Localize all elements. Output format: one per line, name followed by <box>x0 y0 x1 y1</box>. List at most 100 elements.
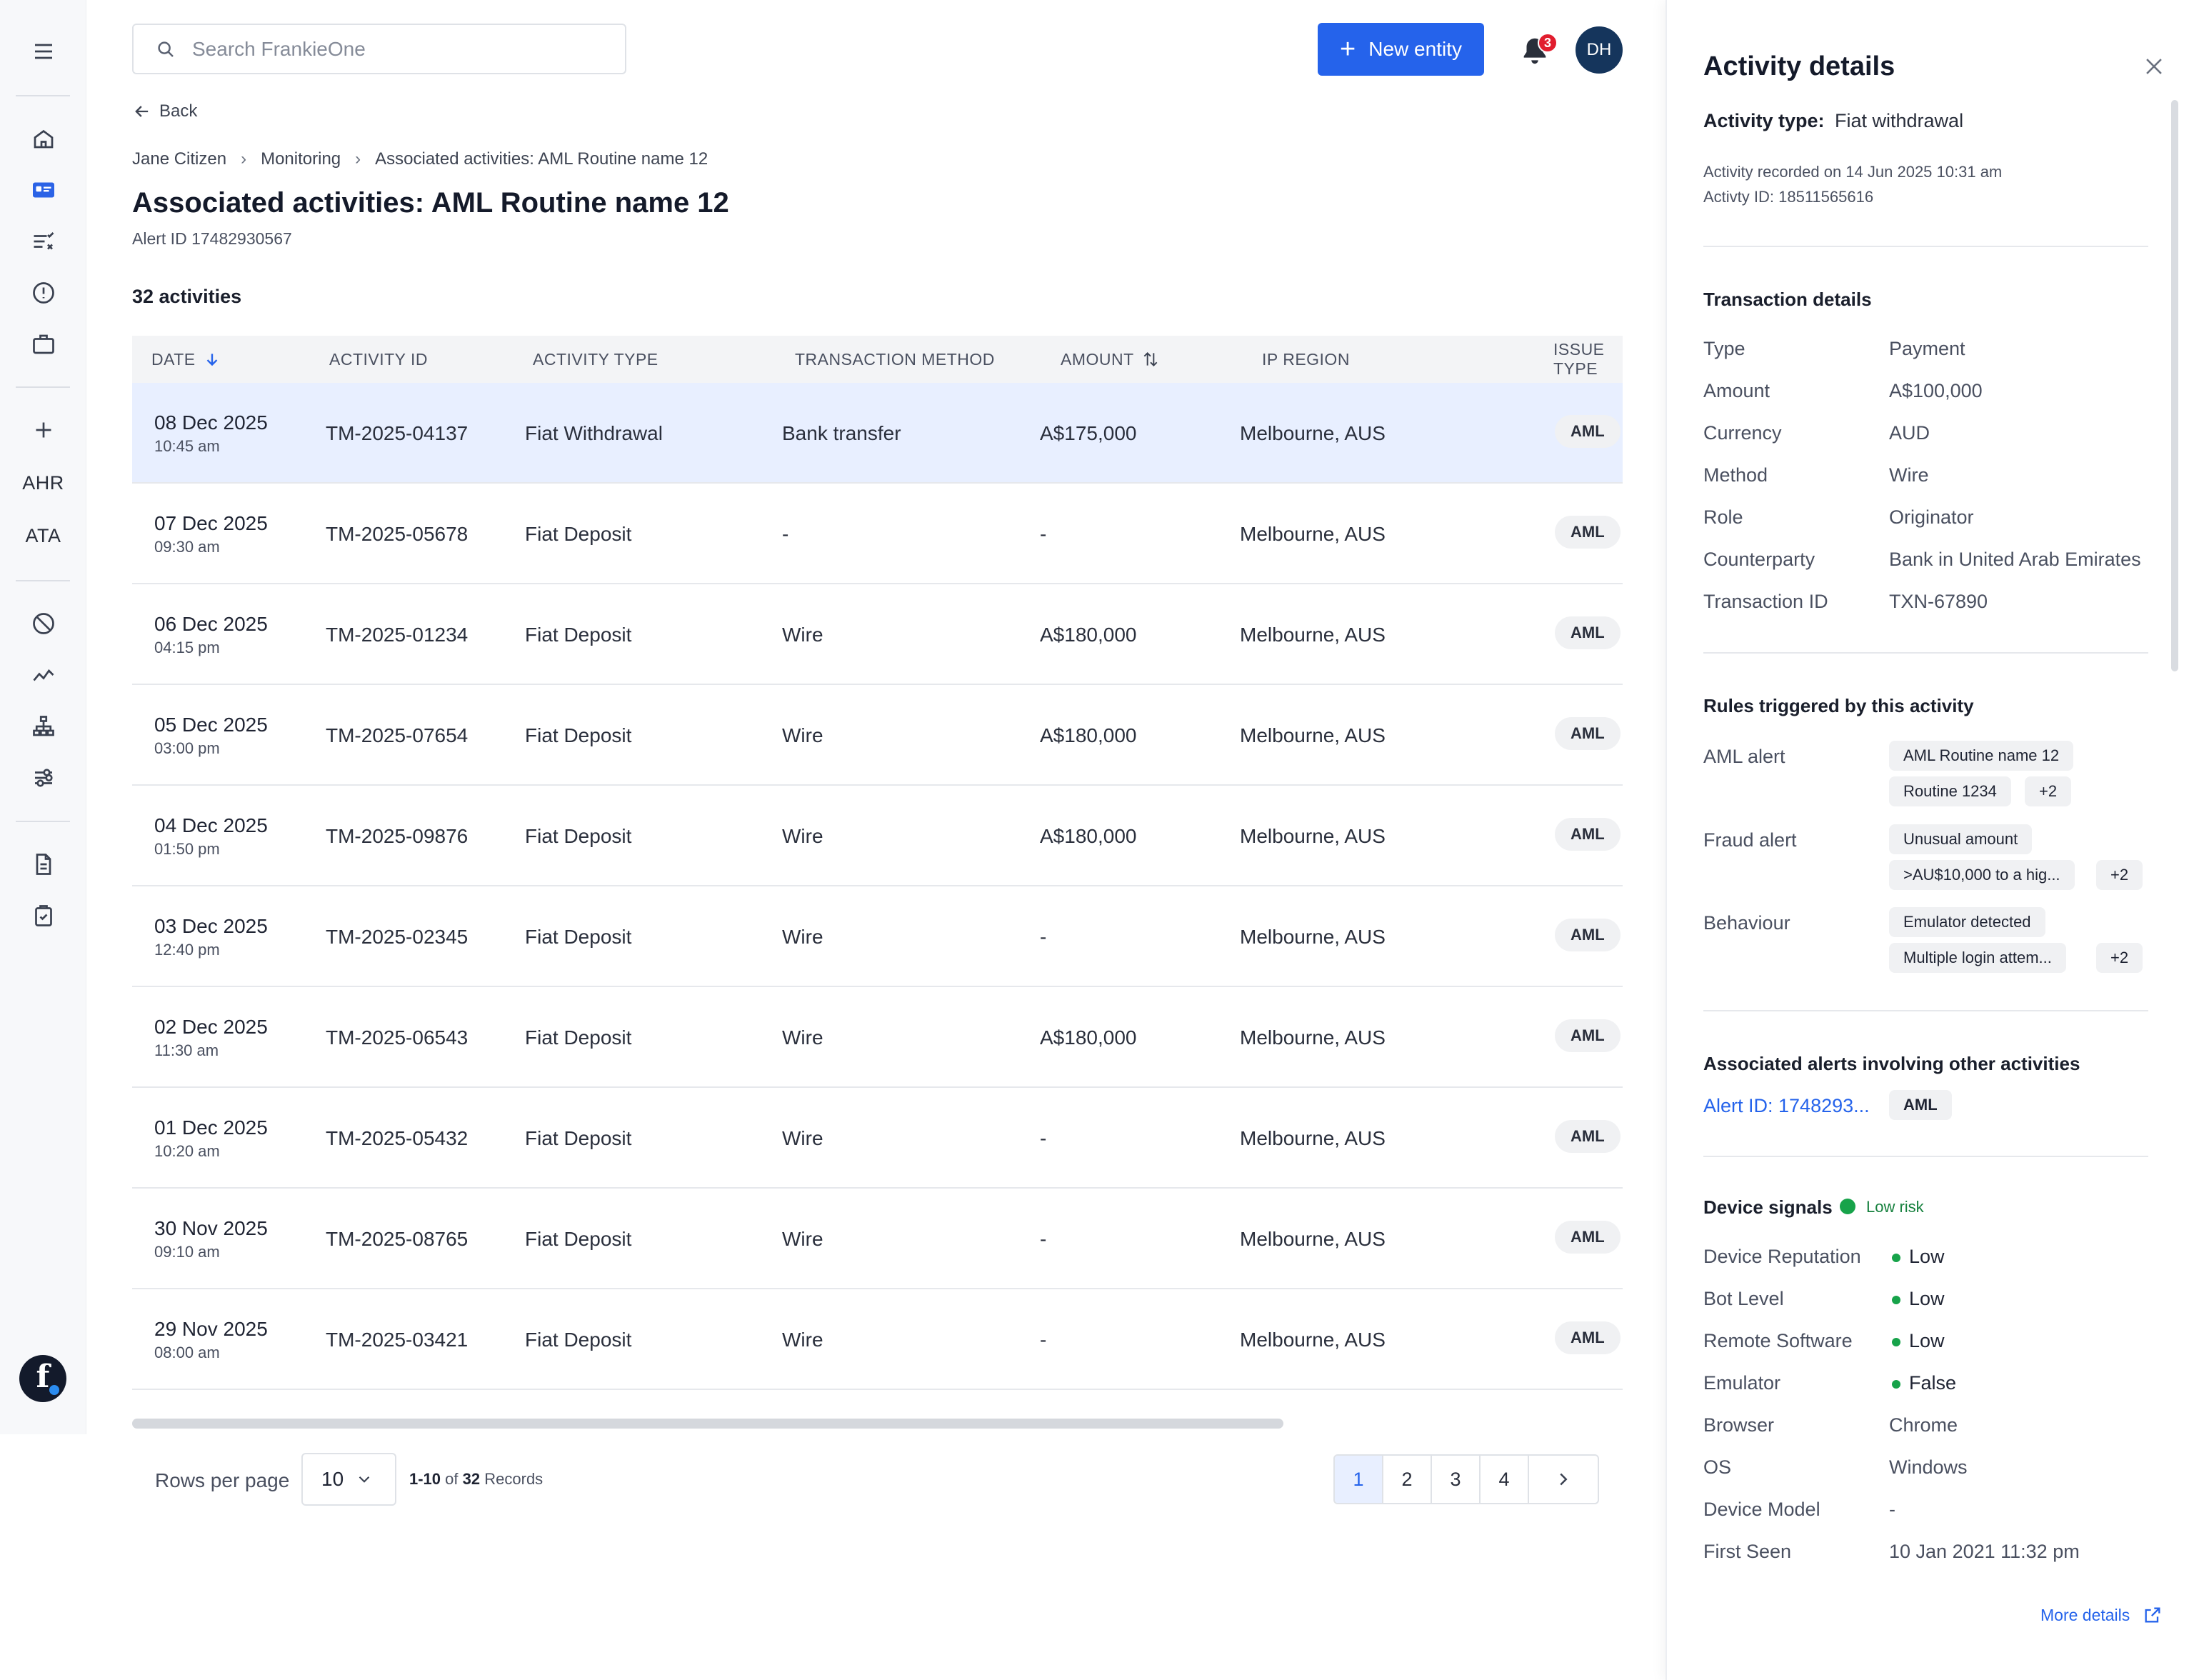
column-header-activity-type[interactable]: ACTIVITY TYPE <box>533 336 658 383</box>
chevron-right-icon: › <box>355 149 361 169</box>
amount-cell: - <box>1040 1228 1047 1250</box>
date-cell: 05 Dec 2025 03:00 pm <box>154 714 268 758</box>
clipboard-icon[interactable] <box>0 896 86 936</box>
device-signal-value: Low <box>1909 1246 1945 1267</box>
table-row[interactable]: 30 Nov 2025 09:10 am TM-2025-08765 Fiat Dep… <box>132 1189 1623 1289</box>
rule-tag[interactable]: >AU$10,000 to a hig... <box>1889 860 2075 890</box>
transaction-value: A$100,000 <box>1889 380 1983 401</box>
table-row[interactable]: 06 Dec 2025 04:15 pm TM-2025-01234 Fiat Dep… <box>132 584 1623 685</box>
activity-type-cell: Fiat Deposit <box>525 624 632 646</box>
trend-line-icon[interactable] <box>0 655 86 695</box>
transaction-method-cell: Wire <box>782 1329 823 1351</box>
activity-id-cell: TM-2025-02345 <box>326 926 469 948</box>
document-icon[interactable] <box>0 844 86 884</box>
page-button-2[interactable]: 2 <box>1383 1456 1432 1503</box>
issue-type-badge: AML <box>1555 1321 1621 1354</box>
breadcrumb-item[interactable]: Monitoring <box>261 149 341 169</box>
transaction-method-cell: Wire <box>782 1228 823 1250</box>
table-row[interactable]: 02 Dec 2025 11:30 am TM-2025-06543 Fiat Dep… <box>132 987 1623 1088</box>
fraud-alert-label: Fraud alert <box>1703 829 1797 851</box>
horizontal-scrollbar[interactable] <box>132 1419 1283 1429</box>
id-card-icon[interactable] <box>0 170 86 210</box>
transaction-key: Currency <box>1703 422 1782 444</box>
briefcase-icon[interactable] <box>0 324 86 364</box>
table-row[interactable]: 01 Dec 2025 10:20 am TM-2025-05432 Fiat Dep… <box>132 1088 1623 1189</box>
hierarchy-icon[interactable] <box>0 706 86 746</box>
plus-icon[interactable] <box>0 410 86 450</box>
breadcrumb-item[interactable]: Jane Citizen <box>132 149 227 169</box>
new-entity-button[interactable]: + New entity <box>1318 23 1484 76</box>
block-icon[interactable] <box>0 604 86 644</box>
column-header-date[interactable]: DATE <box>151 336 221 383</box>
column-header-issue-type[interactable]: ISSUE TYPE <box>1553 336 1623 383</box>
time-value: 03:00 pm <box>154 739 220 757</box>
search-input[interactable] <box>192 37 592 61</box>
back-label: Back <box>159 101 198 121</box>
date-value: 01 Dec 2025 <box>154 1116 268 1139</box>
table-header: DATE ACTIVITY ID ACTIVITY TYPE TRANSACTI… <box>132 336 1623 383</box>
next-page-button[interactable] <box>1529 1456 1598 1503</box>
date-cell: 02 Dec 2025 11:30 am <box>154 1016 268 1060</box>
table-row[interactable]: 29 Nov 2025 08:00 am TM-2025-03421 Fiat Dep… <box>132 1289 1623 1390</box>
sidebar-item-ahr[interactable]: AHR <box>0 463 86 503</box>
pagination: 1 2 3 4 <box>1333 1454 1599 1504</box>
rows-per-page-label: Rows per page <box>155 1469 290 1491</box>
sidebar-divider <box>16 821 70 822</box>
table-row[interactable]: 08 Dec 2025 10:45 am TM-2025-04137 Fiat Wit… <box>132 383 1623 484</box>
issue-type-badge: AML <box>1555 717 1621 750</box>
table-row[interactable]: 07 Dec 2025 09:30 am TM-2025-05678 Fiat Dep… <box>132 484 1623 584</box>
rule-tag[interactable]: AML Routine name 12 <box>1889 741 2074 771</box>
rule-more-tag[interactable]: +2 <box>2096 860 2143 890</box>
date-cell: 06 Dec 2025 04:15 pm <box>154 613 268 657</box>
more-details-label: More details <box>2040 1605 2130 1624</box>
page-button-1[interactable]: 1 <box>1335 1456 1383 1503</box>
column-header-transaction-method[interactable]: TRANSACTION METHOD <box>795 336 995 383</box>
page-button-4[interactable]: 4 <box>1481 1456 1529 1503</box>
sliders-icon[interactable] <box>0 758 86 798</box>
menu-icon[interactable] <box>0 31 86 71</box>
low-risk-dot <box>1840 1199 1855 1214</box>
amount-cell: - <box>1040 1127 1047 1149</box>
rule-tag[interactable]: Multiple login attem... <box>1889 943 2066 973</box>
rule-more-tag[interactable]: +2 <box>2025 776 2072 806</box>
column-header-amount[interactable]: AMOUNT <box>1061 336 1160 383</box>
issue-type-badge: AML <box>1555 919 1621 951</box>
frankieone-logo[interactable]: f <box>19 1355 66 1402</box>
ip-region-cell: Melbourne, AUS <box>1240 724 1386 746</box>
table-row[interactable]: 03 Dec 2025 12:40 pm TM-2025-02345 Fiat Dep… <box>132 886 1623 987</box>
search-bar[interactable] <box>132 24 626 74</box>
device-signal-key: Device Reputation <box>1703 1246 1861 1267</box>
rule-more-tag[interactable]: +2 <box>2096 943 2143 973</box>
more-details-link[interactable]: More details <box>2040 1605 2163 1625</box>
rows-per-page-select[interactable]: 10 <box>301 1453 396 1506</box>
table-row[interactable]: 04 Dec 2025 01:50 pm TM-2025-09876 Fiat Dep… <box>132 786 1623 886</box>
transaction-method-cell: Wire <box>782 1127 823 1149</box>
time-value: 09:10 am <box>154 1243 220 1261</box>
close-icon[interactable] <box>2142 54 2166 79</box>
ip-region-cell: Melbourne, AUS <box>1240 422 1386 444</box>
alert-circle-icon[interactable] <box>0 273 86 313</box>
checklist-icon[interactable] <box>0 221 86 261</box>
issue-type-badge: AML <box>1555 818 1621 851</box>
column-header-ip-region[interactable]: IP REGION <box>1262 336 1350 383</box>
avatar[interactable]: DH <box>1576 26 1623 74</box>
rule-tag[interactable]: Routine 1234 <box>1889 776 2011 806</box>
device-signal-value: Low <box>1909 1288 1945 1309</box>
device-signal-value: False <box>1909 1372 1957 1394</box>
sidebar-item-ata[interactable]: ATA <box>0 516 86 556</box>
column-header-activity-id[interactable]: ACTIVITY ID <box>329 336 428 383</box>
rule-tag[interactable]: Unusual amount <box>1889 824 2033 854</box>
date-value: 30 Nov 2025 <box>154 1217 268 1239</box>
back-link[interactable]: Back <box>132 101 197 121</box>
panel-scrollbar[interactable] <box>2171 100 2178 671</box>
home-icon[interactable] <box>0 119 86 159</box>
time-value: 12:40 pm <box>154 941 220 959</box>
arrow-left-icon <box>135 106 149 117</box>
activity-id-cell: TM-2025-07654 <box>326 724 469 746</box>
new-entity-label: New entity <box>1368 38 1462 60</box>
rule-tag[interactable]: Emulator detected <box>1889 907 2045 937</box>
table-row[interactable]: 05 Dec 2025 03:00 pm TM-2025-07654 Fiat Dep… <box>132 685 1623 786</box>
associated-alert-link[interactable]: Alert ID: 1748293... <box>1703 1095 1870 1116</box>
activity-type-cell: Fiat Deposit <box>525 724 632 746</box>
page-button-3[interactable]: 3 <box>1432 1456 1481 1503</box>
